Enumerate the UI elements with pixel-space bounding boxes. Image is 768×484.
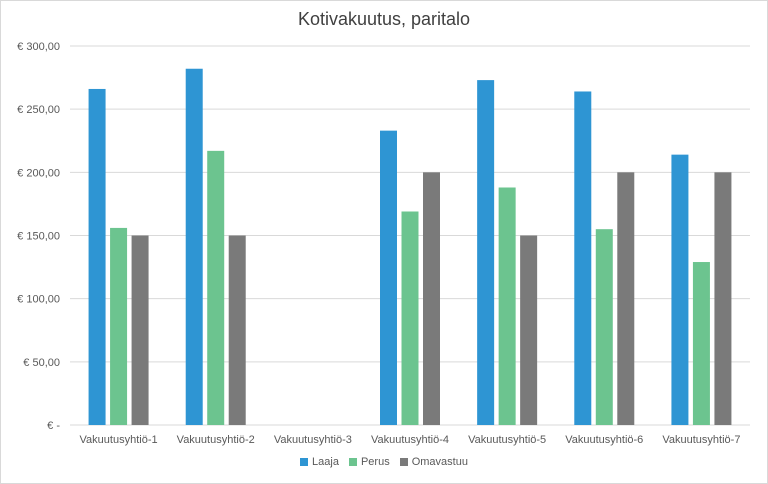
legend: Laaja Perus Omavastuu — [0, 456, 768, 468]
bar-perus-2 — [207, 150, 225, 425]
bar-omavastuu-7 — [714, 172, 732, 425]
bars — [88, 68, 732, 426]
x-tick-label: Vakuutusyhtiö-1 — [80, 434, 158, 446]
legend-swatch — [399, 458, 408, 466]
y-tick-label: € 50,00 — [23, 357, 60, 369]
x-axis-tick-labels: Vakuutusyhtiö-1 Vakuutusyhtiö-2 Vakuutusyh… — [80, 434, 741, 446]
legend-label: Laaja — [312, 456, 339, 468]
bar-perus-4 — [401, 211, 419, 425]
bar-omavastuu-2 — [228, 235, 246, 425]
x-tick-label: Vakuutusyhtiö-4 — [371, 434, 449, 446]
bar-laaja-2 — [185, 68, 203, 426]
bar-laaja-6 — [574, 91, 592, 425]
bar-laaja-1 — [88, 88, 106, 425]
y-tick-label: € 100,00 — [17, 294, 60, 306]
legend-item-perus: Perus — [348, 456, 390, 468]
y-tick-label: € 150,00 — [17, 231, 60, 243]
bar-omavastuu-4 — [423, 172, 440, 425]
legend-label: Omavastuu — [411, 456, 468, 468]
bar-omavastuu-1 — [131, 235, 149, 425]
y-tick-label: € 250,00 — [17, 104, 60, 116]
legend-item-omavastuu: Omavastuu — [399, 456, 468, 468]
bar-perus-6 — [595, 229, 613, 425]
bar-laaja-7 — [671, 154, 689, 425]
legend-label: Perus — [360, 456, 390, 468]
y-axis-tick-labels: € - € 50,00 € 100,00 € 150,00 € 200,00 € 250,… — [17, 41, 60, 432]
y-tick-label: € 300,00 — [17, 41, 60, 53]
legend-swatch — [348, 458, 357, 466]
chart-title: Kotivakuutus, paritalo — [297, 9, 471, 29]
x-tick-label: Vakuutusyhtiö-6 — [565, 434, 643, 446]
bar-omavastuu-6 — [617, 172, 635, 425]
x-tick-label: Vakuutusyhtiö-7 — [662, 434, 740, 446]
bar-laaja-4 — [380, 130, 397, 426]
legend-swatch — [300, 458, 309, 466]
legend-item-laaja: Laaja — [300, 456, 339, 468]
bar-perus-5 — [498, 187, 516, 425]
bar-laaja-5 — [477, 80, 495, 426]
y-tick-label: € - — [47, 420, 60, 432]
x-tick-label: Vakuutusyhtiö-2 — [177, 434, 255, 446]
y-tick-label: € 200,00 — [17, 167, 60, 179]
bar-perus-7 — [692, 262, 710, 425]
bar-omavastuu-5 — [520, 235, 538, 425]
x-tick-label: Vakuutusyhtiö-5 — [468, 434, 546, 446]
bar-perus-1 — [110, 227, 128, 425]
x-tick-label: Vakuutusyhtiö-3 — [274, 434, 352, 446]
